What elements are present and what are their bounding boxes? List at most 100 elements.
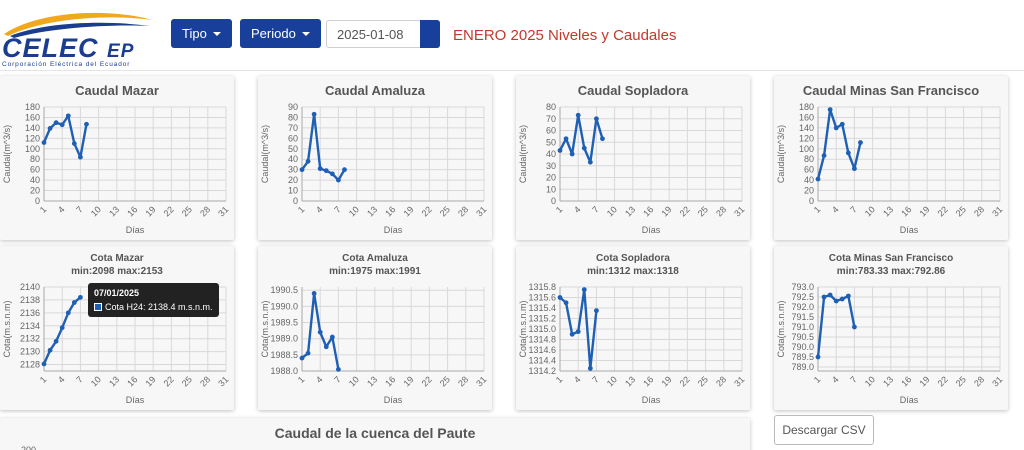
- data-point: [305, 158, 311, 164]
- data-point: [815, 354, 821, 360]
- x-tick-label: 4: [56, 204, 67, 215]
- x-tick-label: 19: [401, 204, 415, 218]
- chart-subtitle: min:1975 max:1991: [329, 266, 421, 277]
- data-point: [827, 292, 833, 298]
- x-tick-label: 28: [198, 204, 212, 218]
- y-tick-label: 1988.5: [270, 350, 298, 360]
- chart-basin: Caudal de la cuenca del Paute 200: [21, 425, 476, 450]
- chart-cota-amaluza: Cota Amaluza min:1975 max:1991 1988.0 1988.…: [260, 253, 488, 405]
- y-tick-label: 160: [25, 112, 40, 122]
- y-tick-label: 2128: [20, 360, 40, 370]
- x-tick-label: 16: [383, 204, 397, 218]
- y-tick-label: 40: [546, 149, 556, 159]
- x-tick-label: 22: [162, 374, 176, 388]
- y-tick-label: 60: [288, 133, 298, 143]
- y-tick-label: 792.0: [791, 302, 814, 312]
- data-point: [557, 148, 563, 153]
- celec-logo[interactable]: CELEC EP Corporación Eléctrica del Ecuad…: [0, 6, 160, 68]
- data-point: [587, 159, 593, 165]
- x-axis-label: Días: [900, 395, 919, 405]
- data-point: [47, 126, 53, 131]
- y-tick-label: 60: [30, 165, 40, 175]
- x-tick-label: 19: [659, 204, 673, 218]
- x-axis-label: Días: [642, 395, 661, 405]
- chart-card-caudal-amaluza: Caudal Amaluza 0 10 20 30 40 50 60 70 80 90 1 4 7 10 13…: [258, 76, 492, 240]
- y-tick-label: 140: [799, 123, 814, 133]
- x-tick-label: 25: [180, 204, 194, 218]
- data-point: [569, 151, 575, 157]
- x-tick-label: 7: [848, 204, 859, 215]
- x-tick-label: 1: [38, 374, 49, 385]
- data-point: [59, 325, 65, 331]
- x-tick-label: 25: [954, 204, 968, 218]
- data-point: [53, 120, 59, 126]
- x-tick-label: 4: [56, 374, 67, 385]
- data-point: [581, 287, 587, 293]
- data-point: [827, 107, 833, 113]
- chart-card-caudal-sopladora: Caudal Sopladora 0 10 20 30 40 50 60 70 80 1 4 7 10 13…: [516, 76, 750, 240]
- x-tick-label: 13: [365, 374, 379, 388]
- date-input[interactable]: [327, 21, 421, 47]
- x-tick-label: 22: [420, 374, 434, 388]
- y-tick-label: 0: [35, 196, 40, 206]
- calendar-button[interactable]: [420, 20, 440, 48]
- data-point: [53, 338, 59, 344]
- date-picker: [326, 20, 440, 48]
- x-tick-label: 31: [474, 374, 488, 388]
- y-tick-label: 90: [288, 102, 298, 112]
- data-point: [41, 361, 47, 367]
- y-tick-label: 40: [288, 154, 298, 164]
- x-tick-label: 13: [623, 204, 637, 218]
- tipo-dropdown-button[interactable]: Tipo: [171, 19, 232, 48]
- data-point: [845, 293, 851, 299]
- data-point: [600, 136, 605, 142]
- data-point: [323, 344, 329, 350]
- y-tick-label: 1314.8: [528, 335, 556, 345]
- data-point: [305, 350, 311, 356]
- chart-subtitle: min:783.33 max:792.86: [837, 266, 946, 277]
- y-tick-label: 0: [551, 196, 556, 206]
- x-tick-label: 19: [143, 204, 157, 218]
- chart-card-cota-sopladora: Cota Sopladora min:1312 max:1318 1314.2 131…: [516, 246, 750, 410]
- x-tick-label: 7: [74, 374, 85, 385]
- x-tick-label: 10: [89, 374, 103, 388]
- periodo-dropdown-button[interactable]: Periodo: [240, 19, 321, 48]
- y-tick-label: 2132: [20, 334, 40, 344]
- y-tick-label: 1314.6: [528, 345, 556, 355]
- data-point: [821, 294, 827, 300]
- y-tick-label: 2136: [20, 308, 40, 318]
- x-tick-label: 4: [572, 204, 583, 215]
- x-tick-label: 10: [347, 204, 361, 218]
- x-tick-label: 7: [332, 374, 343, 385]
- x-tick-label: 25: [696, 374, 710, 388]
- download-csv-button[interactable]: Descargar CSV: [774, 415, 874, 445]
- x-tick-label: 10: [605, 374, 619, 388]
- logo-swoosh-icon: [4, 12, 152, 38]
- y-tick-label: 140: [25, 123, 40, 133]
- x-tick-label: 19: [659, 374, 673, 388]
- y-tick-label: 50: [288, 144, 298, 154]
- y-tick-label: 1315.4: [528, 303, 556, 313]
- data-point: [581, 145, 587, 151]
- y-tick-label: 793.0: [791, 282, 814, 292]
- logo-wordmark: CELEC EP: [2, 33, 135, 63]
- x-tick-label: 31: [474, 204, 488, 218]
- y-tick-label: 789.5: [791, 352, 814, 362]
- data-point: [317, 329, 323, 335]
- chart-subtitle: min:2098 max:2153: [71, 266, 163, 277]
- data-point: [317, 166, 323, 172]
- y-tick-label: 791.5: [791, 312, 814, 322]
- data-point: [594, 116, 599, 122]
- x-tick-label: 28: [456, 204, 470, 218]
- x-tick-label: 16: [899, 374, 913, 388]
- y-tick-label: 100: [25, 144, 40, 154]
- data-point: [575, 329, 581, 335]
- x-tick-label: 7: [74, 204, 85, 215]
- y-tick-label: 1989.5: [270, 318, 298, 328]
- data-point: [858, 140, 863, 145]
- x-tick-label: 19: [917, 204, 931, 218]
- x-tick-label: 10: [347, 374, 361, 388]
- chart-title: Caudal Amaluza: [325, 83, 426, 98]
